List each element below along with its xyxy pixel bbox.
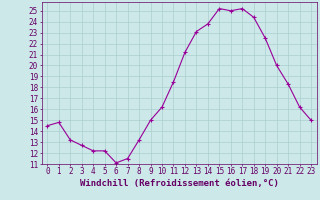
X-axis label: Windchill (Refroidissement éolien,°C): Windchill (Refroidissement éolien,°C) xyxy=(80,179,279,188)
